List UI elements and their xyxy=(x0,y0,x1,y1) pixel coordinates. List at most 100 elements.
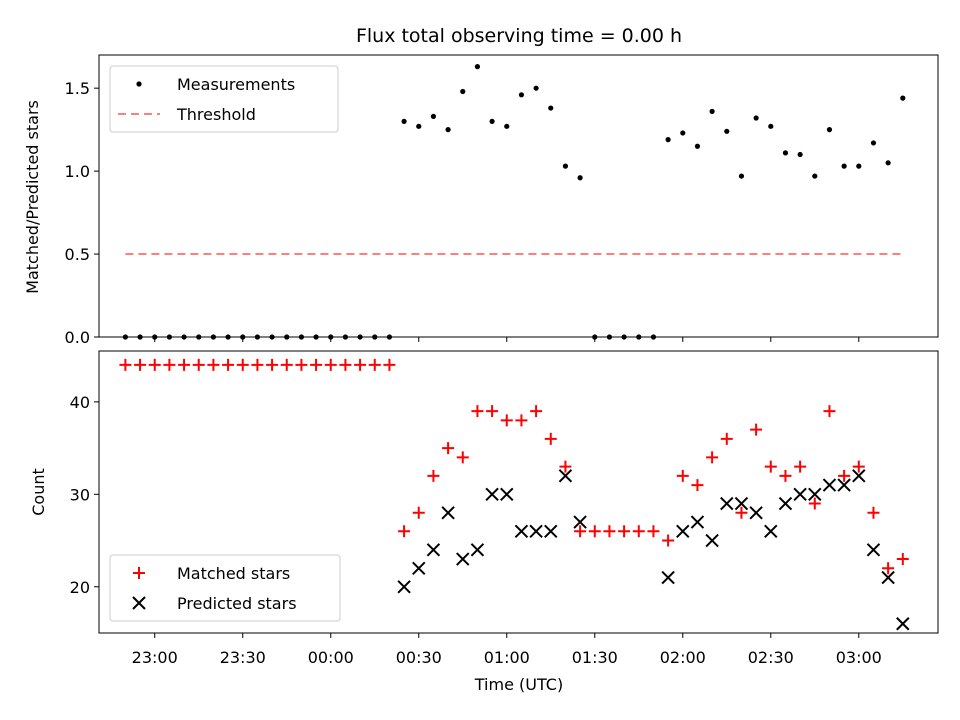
matched-star-point xyxy=(207,358,220,371)
predicted-star-point xyxy=(837,478,851,492)
legend-measurements-marker xyxy=(136,81,142,87)
axes-frame xyxy=(98,350,939,634)
matched-star-point xyxy=(456,451,469,464)
matched-star-point xyxy=(647,525,660,538)
measurement-point xyxy=(665,137,671,143)
measurement-point xyxy=(240,334,246,340)
measurement-point xyxy=(357,334,363,340)
matched-star-point xyxy=(442,442,455,455)
predicted-star-point xyxy=(529,524,543,539)
matched-star-point xyxy=(251,358,264,371)
x-tick-label: 23:30 xyxy=(220,648,266,667)
matched-star-point xyxy=(280,358,293,371)
predicted-star-point xyxy=(749,506,763,520)
matched-star-point xyxy=(163,358,176,371)
measurement-point xyxy=(313,334,319,340)
predicted-star-point xyxy=(734,496,749,511)
measurement-point xyxy=(460,88,466,95)
measurement-point xyxy=(592,334,598,340)
measurement-point xyxy=(166,334,173,340)
predicted-star-point xyxy=(456,552,470,566)
predicted-star-point xyxy=(720,496,734,511)
predicted-star-point xyxy=(705,533,719,548)
bottom-y-axis-label: Count xyxy=(29,468,48,516)
matched-star-point xyxy=(867,506,880,519)
matched-star-point xyxy=(310,358,323,371)
matched-star-point xyxy=(544,432,557,445)
matched-star-point xyxy=(750,423,763,436)
measurement-point xyxy=(826,127,833,133)
matched-star-point xyxy=(148,358,161,371)
matched-star-point xyxy=(720,432,733,445)
matched-star-point xyxy=(515,414,528,427)
measurement-point xyxy=(474,64,481,70)
predicted-star-point xyxy=(397,580,411,594)
measurement-point xyxy=(797,151,803,158)
y-tick-label: 1.5 xyxy=(65,79,90,98)
top-legend-frame xyxy=(109,65,339,133)
matched-star-point xyxy=(500,414,513,427)
measurement-point xyxy=(577,175,583,181)
matched-star-point xyxy=(295,358,308,371)
measurement-point xyxy=(137,334,143,340)
legend-measurements-label: Measurements xyxy=(177,75,295,94)
legend-matched-label: Matched stars xyxy=(177,564,290,583)
predicted-star-point xyxy=(808,487,822,502)
chart-title: Flux total observing time = 0.00 h xyxy=(356,25,682,47)
predicted-star-point xyxy=(881,570,895,585)
measurement-point xyxy=(680,130,686,136)
matched-star-point xyxy=(794,460,807,473)
matched-star-point xyxy=(398,525,411,538)
matched-star-point xyxy=(706,451,719,464)
predicted-star-point xyxy=(822,478,837,492)
measurement-point xyxy=(753,115,759,121)
matched-star-point xyxy=(339,358,352,371)
measurement-point xyxy=(210,334,217,340)
bottom-legend: Matched stars Predicted stars xyxy=(109,554,341,622)
bottom-axes: 20 30 40 23:00 23:30 00:00 00:30 01:00 01:30 02:0… xyxy=(70,350,939,667)
legend-threshold-label: Threshold xyxy=(176,105,256,124)
measurement-point xyxy=(709,108,715,114)
matched-star-point xyxy=(324,358,337,371)
measurement-point xyxy=(342,334,349,340)
measurement-point xyxy=(694,143,701,149)
matched-star-point xyxy=(178,358,191,371)
matched-star-point xyxy=(662,534,675,547)
measurement-point xyxy=(533,85,539,91)
y-tick-label: 40 xyxy=(70,393,90,412)
x-axis-label: Time (UTC) xyxy=(474,675,563,694)
x-tick-label: 00:30 xyxy=(396,648,442,667)
y-tick-label: 0.5 xyxy=(65,245,90,264)
measurement-point xyxy=(430,113,437,119)
matched-star-point xyxy=(603,525,616,538)
matched-star-point xyxy=(882,562,895,575)
y-tick-label: 30 xyxy=(70,485,90,504)
matched-star-point xyxy=(838,469,851,482)
top-y-axis-label: Matched/Predicted stars xyxy=(23,100,42,294)
measurement-point xyxy=(621,334,627,340)
x-tick-label: 00:00 xyxy=(308,648,354,667)
x-tick-label: 02:00 xyxy=(660,648,706,667)
predicted-star-point xyxy=(485,487,499,502)
matched-star-point xyxy=(530,405,543,418)
measurement-point xyxy=(885,160,891,166)
predicted-star-point xyxy=(896,617,910,631)
axes-frame xyxy=(98,54,939,338)
measurement-point xyxy=(841,163,847,169)
matched-star-point xyxy=(823,405,836,418)
measurement-point xyxy=(254,334,261,340)
measurement-point xyxy=(856,163,862,169)
predicted-star-point xyxy=(852,469,866,483)
measurement-point xyxy=(196,334,202,340)
matched-star-point xyxy=(354,358,367,371)
matched-star-point xyxy=(588,525,601,538)
predicted-star-point xyxy=(441,506,455,520)
measurement-point xyxy=(738,173,745,179)
measurement-point xyxy=(900,95,906,101)
y-tick-label: 20 xyxy=(70,578,90,597)
measurement-point xyxy=(445,127,451,133)
predicted-star-point xyxy=(690,515,705,529)
matched-star-point xyxy=(134,358,147,371)
predicted-star-point xyxy=(412,561,426,575)
